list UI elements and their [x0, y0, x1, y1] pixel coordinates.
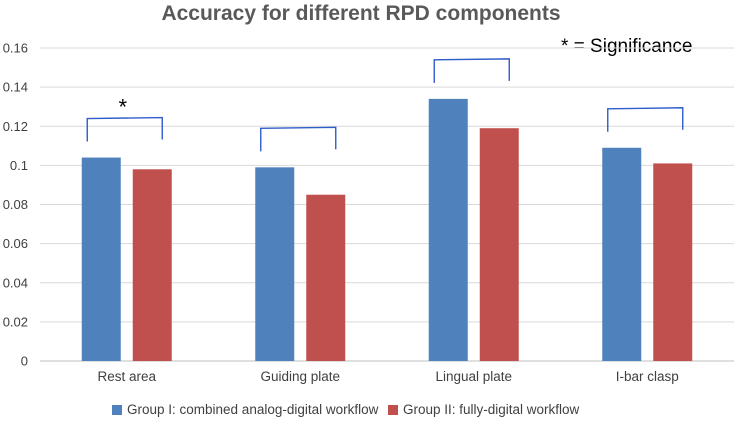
bar [428, 98, 468, 362]
x-category-label: Guiding plate [260, 369, 340, 384]
y-tick-label: 0.08 [3, 197, 28, 212]
legend-label: Group I: combined analog-digital workflo… [127, 402, 379, 417]
y-tick-label: 0 [21, 354, 28, 369]
bar [479, 128, 519, 361]
y-axis-ticks: 0 0.02 0.04 0.06 0.08 0.1 0.12 0.14 0.16 [3, 41, 28, 369]
x-axis-categories: Rest area Guiding plate Lingual plate I-bar… [97, 369, 678, 384]
y-tick-label: 0.1 [10, 158, 28, 173]
x-category-label: Lingual plate [435, 369, 512, 384]
bar [653, 163, 693, 361]
significance-bracket [607, 107, 684, 132]
bar [255, 167, 295, 361]
legend-swatch [388, 405, 398, 415]
chart-title: Accuracy for different RPD components [161, 2, 560, 25]
bars [81, 98, 693, 362]
comparison-brackets: * [86, 58, 684, 152]
bar [132, 169, 172, 361]
y-tick-label: 0.04 [3, 275, 28, 290]
y-tick-label: 0.02 [3, 314, 28, 329]
bar [81, 157, 121, 361]
legend-label: Group II: fully-digital workflow [403, 402, 580, 417]
significance-legend-note: * = Significance [561, 36, 693, 57]
y-tick-label: 0.16 [3, 41, 28, 56]
legend-swatch [112, 405, 122, 415]
y-tick-label: 0.06 [3, 236, 28, 251]
significance-bracket [86, 116, 163, 142]
bar [602, 147, 642, 361]
legend: Group I: combined analog-digital workflo… [112, 402, 580, 417]
x-category-label: Rest area [97, 369, 156, 384]
significance-bracket [260, 126, 337, 152]
significance-bracket [433, 58, 510, 83]
x-category-label: I-bar clasp [616, 369, 679, 384]
bar [306, 194, 346, 361]
significance-marker: * [118, 95, 127, 120]
y-tick-label: 0.12 [3, 119, 28, 134]
y-tick-label: 0.14 [3, 80, 28, 95]
